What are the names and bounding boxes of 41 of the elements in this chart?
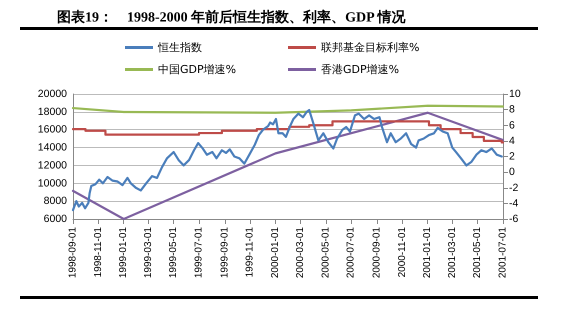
line-series <box>72 104 504 114</box>
x-tick-label: 2000-05-01 <box>320 226 332 278</box>
y-tick-label: 6000 <box>44 213 68 225</box>
y2-tick-label: 6 <box>509 119 515 132</box>
y2-tick-label: -4 <box>509 197 518 210</box>
x-tick-label: 1999-01-01 <box>118 226 130 278</box>
chart-title: 图表19： 1998-2000 年前后恒生指数、利率、GDP 情况 <box>57 8 406 26</box>
x-tick-label: 2000-07-01 <box>346 226 357 278</box>
x-tick-label: 1998-09-01 <box>68 226 78 278</box>
x-tick-label: 2000-11-01 <box>396 226 408 278</box>
x-tick-label: 2000-01-01 <box>270 226 282 278</box>
y2-tick-label: -6 <box>509 213 518 225</box>
y2-tick-label: 8 <box>509 104 515 116</box>
x-tick-label: 1999-09-01 <box>219 226 230 278</box>
x-tick-label: 2000-03-01 <box>294 226 306 278</box>
x-tick-label: 1999-11-01 <box>244 226 256 278</box>
x-tick-label: 1999-05-01 <box>168 226 180 278</box>
x-tick-label: 1998-11-01 <box>92 226 104 278</box>
y-tick-label: 14000 <box>38 142 68 154</box>
y2-tick-label: 10 <box>509 88 521 100</box>
legend-label: 联邦基金目标利率% <box>321 41 420 54</box>
y2-tick-label: 0 <box>509 166 515 178</box>
x-tick-label: 2001-07-01 <box>498 226 508 278</box>
y-tick-label: 8000 <box>44 195 68 208</box>
y2-tick-label: 4 <box>509 134 515 147</box>
x-tick-label: 1999-07-01 <box>194 226 205 278</box>
x-tick-label: 2001-05-01 <box>472 226 484 278</box>
x-tick-label: 2000-09-01 <box>371 226 382 278</box>
legend-label: 中国GDP增速% <box>158 63 236 76</box>
y2-tick-label: 2 <box>509 150 515 162</box>
x-tick-label: 1999-03-01 <box>142 226 154 278</box>
y-tick-label: 18000 <box>38 106 68 118</box>
x-tick-label: 2001-01-01 <box>422 226 434 278</box>
legend-label: 香港GDP增速% <box>321 63 400 76</box>
y2-tick-label: -2 <box>509 182 518 194</box>
x-tick-label: 2001-03-01 <box>446 226 458 278</box>
y-tick-label: 12000 <box>38 159 68 172</box>
legend-label: 恒生指数 <box>157 41 202 54</box>
y-tick-label: 20000 <box>38 88 68 100</box>
y-tick-label: 10000 <box>38 177 68 190</box>
y-tick-label: 16000 <box>38 124 68 136</box>
